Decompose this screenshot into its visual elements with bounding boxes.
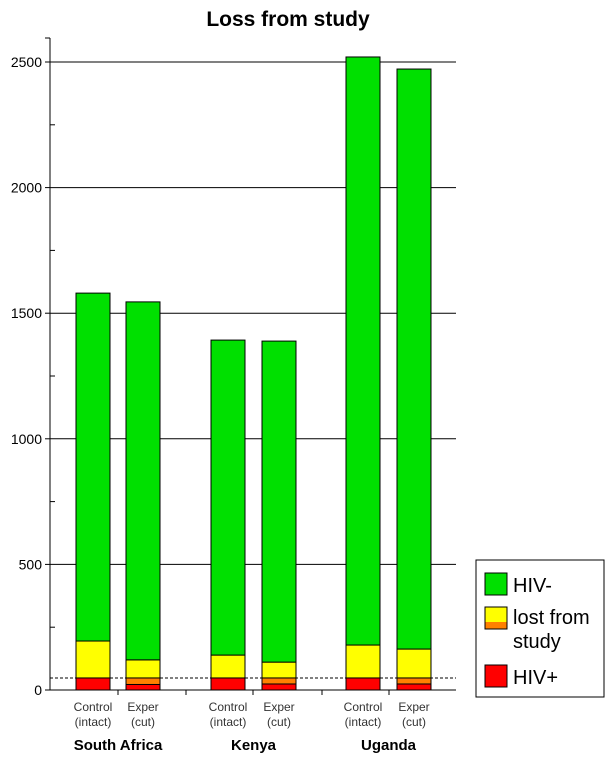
legend-swatch-lost-orange bbox=[485, 622, 507, 629]
y-tick-label: 2500 bbox=[11, 54, 42, 70]
bar-segment bbox=[75, 677, 111, 691]
bar-label: Control bbox=[344, 700, 383, 714]
bar-label: (cut) bbox=[267, 715, 291, 729]
legend-swatch-hiv-negative bbox=[484, 572, 508, 596]
bar-segment bbox=[345, 56, 381, 646]
bar-label: (cut) bbox=[131, 715, 155, 729]
legend-swatch-hiv-positive bbox=[484, 664, 508, 688]
bar-segment bbox=[396, 677, 432, 685]
legend-label: HIV+ bbox=[513, 667, 558, 689]
bar-segment bbox=[75, 640, 111, 679]
bar-label: Control bbox=[209, 700, 248, 714]
y-tick-label: 0 bbox=[34, 682, 42, 698]
y-tick-label: 500 bbox=[19, 556, 43, 572]
group-label: South Africa bbox=[74, 737, 163, 754]
bar-label: (intact) bbox=[210, 715, 247, 729]
bar-segment bbox=[210, 654, 246, 679]
legend-label: lost from bbox=[513, 607, 590, 629]
bar-label: (intact) bbox=[75, 715, 112, 729]
legend-swatch-lost bbox=[485, 607, 507, 622]
bar-segment bbox=[210, 339, 246, 656]
legend-label: HIV- bbox=[513, 575, 552, 597]
bar-label: (cut) bbox=[402, 715, 426, 729]
bar-segment bbox=[261, 677, 297, 685]
y-tick-label: 1000 bbox=[11, 431, 42, 447]
legend-swatch-border bbox=[484, 606, 508, 630]
bar-segment bbox=[261, 683, 297, 691]
bar-segment bbox=[261, 661, 297, 679]
bar-segment bbox=[345, 644, 381, 679]
bar-label: Exper bbox=[263, 700, 294, 714]
bar-segment bbox=[261, 340, 297, 663]
group-label: Uganda bbox=[361, 737, 417, 754]
y-tick-label: 1500 bbox=[11, 305, 42, 321]
chart-title: Loss from study bbox=[206, 8, 370, 31]
bar-label: Exper bbox=[398, 700, 429, 714]
legend-label: study bbox=[513, 631, 561, 653]
bar-label: Control bbox=[74, 700, 113, 714]
bar-segment bbox=[345, 677, 381, 691]
bar-segment bbox=[125, 683, 161, 691]
bar-segment bbox=[396, 648, 432, 679]
bar-segment bbox=[210, 677, 246, 691]
bar-segment bbox=[396, 683, 432, 691]
bar-label: Exper bbox=[127, 700, 158, 714]
bar-segment bbox=[125, 301, 161, 661]
y-tick-label: 2000 bbox=[11, 180, 42, 196]
bar-segment bbox=[396, 68, 432, 650]
bar-label: (intact) bbox=[345, 715, 382, 729]
bar-segment bbox=[125, 659, 161, 679]
group-label: Kenya bbox=[231, 737, 277, 754]
bar-segment bbox=[75, 292, 111, 642]
bar-segment bbox=[125, 677, 161, 685]
